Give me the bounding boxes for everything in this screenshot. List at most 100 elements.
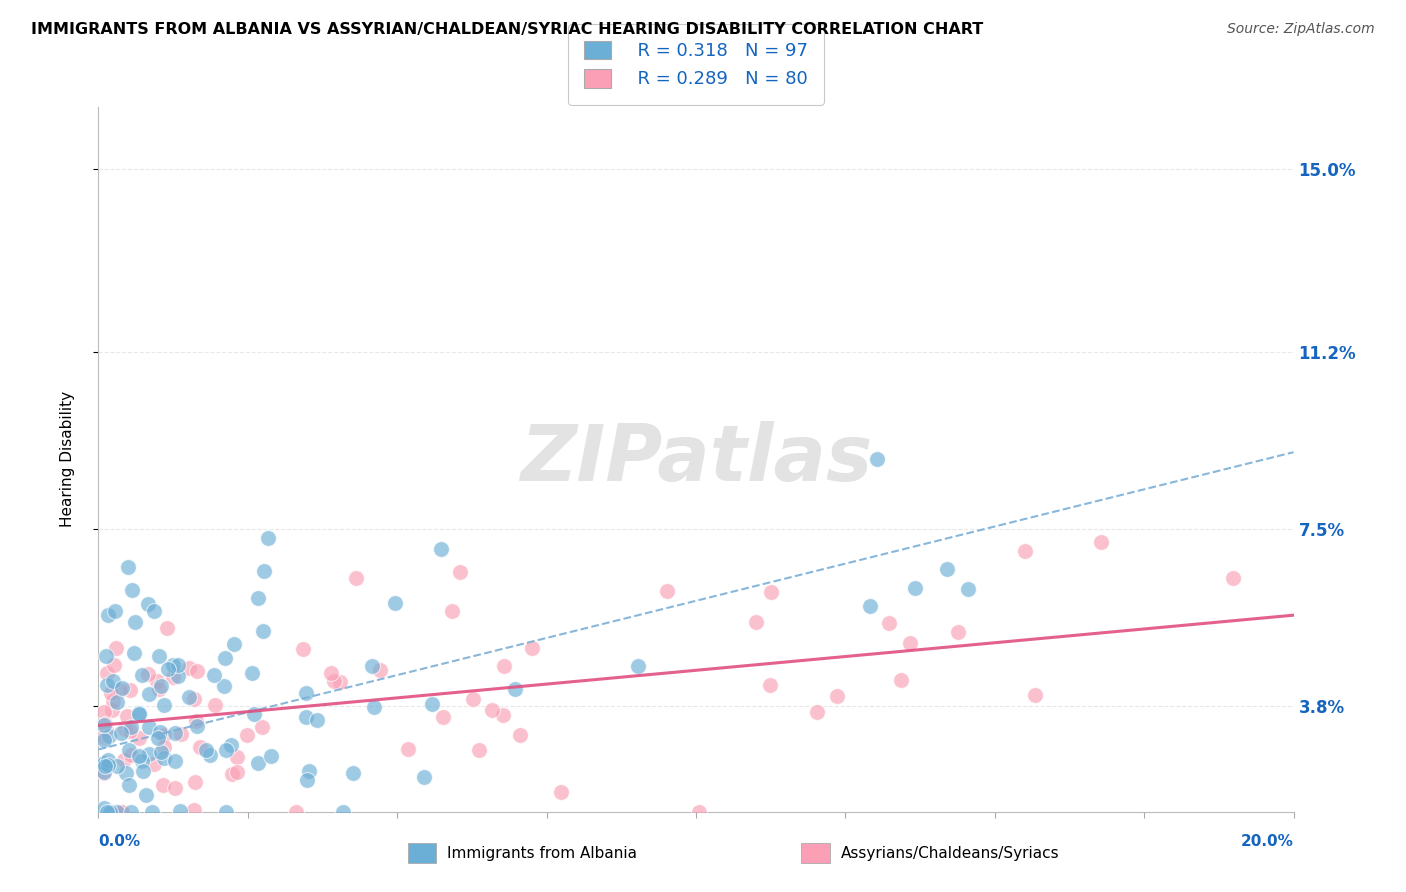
Point <box>295 709 318 723</box>
Point <box>226 750 249 764</box>
Point <box>260 748 283 763</box>
Point <box>432 709 454 723</box>
Point <box>114 722 136 736</box>
Point <box>94 759 117 773</box>
Point <box>103 805 125 819</box>
Point <box>149 725 172 739</box>
Point <box>295 686 318 700</box>
Point <box>128 731 150 745</box>
Point <box>396 741 419 756</box>
Point <box>307 713 329 727</box>
Point <box>157 662 180 676</box>
Point <box>153 740 176 755</box>
Point <box>149 745 172 759</box>
Point <box>165 754 187 768</box>
Legend:   R = 0.318   N = 97,   R = 0.289   N = 80: R = 0.318 N = 97, R = 0.289 N = 80 <box>568 24 824 104</box>
Point <box>384 596 406 610</box>
Point <box>240 665 263 680</box>
Point <box>441 604 464 618</box>
Point <box>132 764 155 778</box>
Point <box>149 680 172 694</box>
Point <box>247 756 270 770</box>
Point <box>200 748 222 763</box>
Point <box>121 582 143 597</box>
Point <box>292 642 315 657</box>
Point <box>481 703 503 717</box>
Point <box>368 663 391 677</box>
Point <box>120 723 142 738</box>
Point <box>94 717 117 731</box>
Point <box>131 668 153 682</box>
Point <box>177 690 200 704</box>
Point <box>117 778 139 792</box>
Point <box>103 657 125 672</box>
Point <box>1090 534 1112 549</box>
Point <box>188 739 211 754</box>
Point <box>215 743 238 757</box>
Point <box>155 621 177 635</box>
Point <box>825 690 848 704</box>
Point <box>877 616 900 631</box>
Point <box>186 664 208 678</box>
Point <box>98 729 121 743</box>
Point <box>627 658 650 673</box>
Point <box>163 781 186 796</box>
Point <box>360 659 382 673</box>
Point <box>115 766 138 780</box>
Point <box>1014 544 1036 558</box>
Text: IMMIGRANTS FROM ALBANIA VS ASSYRIAN/CHALDEAN/SYRIAC HEARING DISABILITY CORRELATI: IMMIGRANTS FROM ALBANIA VS ASSYRIAN/CHAL… <box>31 22 983 37</box>
Point <box>146 731 169 746</box>
Point <box>93 765 115 780</box>
Point <box>111 805 134 819</box>
Point <box>122 647 145 661</box>
Point <box>806 705 828 719</box>
Point <box>105 695 128 709</box>
Point <box>124 615 146 629</box>
Point <box>468 743 491 757</box>
Point <box>143 604 166 618</box>
Point <box>655 584 678 599</box>
Point <box>166 669 188 683</box>
Point <box>146 673 169 688</box>
Point <box>183 691 205 706</box>
Point <box>120 720 142 734</box>
Point <box>110 726 132 740</box>
Point <box>319 666 342 681</box>
Point <box>342 765 364 780</box>
Point <box>250 720 273 734</box>
Point <box>138 687 160 701</box>
Point <box>956 582 979 596</box>
Point <box>93 757 115 772</box>
Point <box>103 694 125 708</box>
Point <box>142 756 165 771</box>
Point <box>128 706 150 721</box>
Point <box>166 658 188 673</box>
Point <box>491 707 513 722</box>
Point <box>110 681 132 695</box>
Point <box>745 615 768 630</box>
Point <box>97 754 120 768</box>
Point <box>112 753 135 767</box>
Point <box>120 805 142 819</box>
Point <box>128 749 150 764</box>
Point <box>688 805 710 819</box>
Point <box>236 728 259 742</box>
Point <box>93 718 115 732</box>
Point <box>935 562 957 576</box>
Point <box>97 608 120 623</box>
Point <box>101 703 124 717</box>
Point <box>97 757 120 772</box>
Point <box>136 667 159 681</box>
Point <box>759 678 782 692</box>
Point <box>96 665 118 680</box>
Point <box>285 805 308 819</box>
Point <box>141 805 163 819</box>
Point <box>96 649 118 664</box>
Point <box>153 751 176 765</box>
Point <box>117 743 139 757</box>
Point <box>169 804 191 818</box>
Point <box>253 564 276 578</box>
Point <box>363 699 385 714</box>
Point <box>105 641 128 656</box>
Point <box>948 625 970 640</box>
